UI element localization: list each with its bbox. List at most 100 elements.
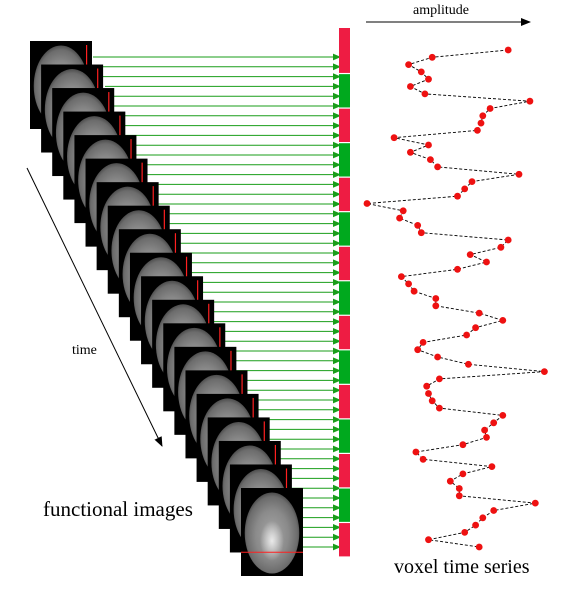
time-point	[410, 287, 418, 295]
voxel-marker	[174, 233, 177, 268]
time-point	[472, 521, 479, 529]
time-point	[475, 543, 483, 551]
time-point	[454, 265, 461, 273]
voxel-marker	[185, 256, 188, 291]
time-point	[405, 280, 412, 288]
stimulus-block-design-bar	[339, 28, 350, 558]
time-point	[472, 324, 479, 332]
time-point	[541, 368, 548, 375]
time-point	[459, 470, 467, 478]
time-point	[396, 214, 403, 222]
time-point	[454, 192, 461, 200]
time-point	[417, 229, 425, 237]
time-point	[515, 170, 523, 178]
time-point	[455, 492, 463, 500]
block-segment	[339, 108, 350, 143]
voxel-time-series-label: voxel time series	[394, 556, 530, 578]
time-point	[428, 53, 436, 61]
time-point	[399, 207, 407, 215]
time-point	[434, 353, 441, 361]
time-point	[434, 163, 441, 171]
voxel-marker	[285, 468, 288, 503]
time-point	[483, 434, 490, 441]
block-segment	[339, 418, 350, 454]
functional-images-label: functional images	[43, 497, 193, 521]
time-point	[466, 251, 474, 258]
block-segment	[339, 315, 350, 350]
voxel-marker	[152, 186, 154, 221]
voxel-marker	[130, 139, 132, 174]
voxel-marker	[97, 68, 99, 103]
brain-ventricle-highlight	[260, 520, 284, 561]
voxel-marker	[108, 92, 110, 127]
time-point	[504, 236, 512, 244]
block-segment	[339, 453, 350, 488]
time-point	[499, 317, 507, 324]
block-segment	[339, 522, 350, 557]
time-point	[446, 477, 454, 485]
time-point	[398, 273, 405, 280]
time-point	[405, 61, 412, 68]
block-segment	[339, 39, 350, 74]
voxel-marker	[86, 45, 88, 79]
time-point	[455, 485, 463, 492]
time-point	[459, 441, 467, 449]
time-point	[483, 258, 490, 266]
time-point	[497, 243, 505, 251]
functional-image	[241, 488, 303, 576]
time-point	[461, 529, 469, 536]
voxel-marker	[208, 303, 210, 338]
time-point	[463, 331, 470, 339]
time-point	[479, 514, 487, 522]
time-point	[423, 382, 431, 390]
time-point	[436, 404, 443, 412]
axis-arrows	[26, 18, 531, 447]
mapping-arrows	[93, 53, 341, 551]
time-point	[432, 295, 440, 302]
time-point	[486, 105, 494, 112]
voxel-marker	[219, 327, 221, 362]
time-point	[427, 156, 434, 164]
block-segment	[339, 177, 350, 212]
time-point	[531, 499, 539, 507]
time-point	[428, 397, 436, 405]
time-axis-label: time	[72, 343, 97, 358]
time-point	[474, 126, 481, 134]
voxel-time-series-plot	[363, 46, 548, 551]
time-point	[461, 185, 469, 193]
time-point	[425, 141, 432, 149]
time-point	[407, 148, 414, 156]
time-point	[363, 200, 371, 207]
time-point	[412, 448, 420, 456]
block-segment	[339, 142, 350, 178]
block-segment	[339, 246, 350, 281]
voxel-marker	[163, 209, 165, 244]
time-point	[490, 507, 498, 514]
voxel-marker	[230, 350, 232, 385]
time-point	[425, 390, 432, 397]
block-segment	[339, 73, 350, 109]
amplitude-axis-label: amplitude	[413, 3, 469, 18]
time-point	[481, 426, 488, 434]
time-point	[390, 134, 398, 142]
time-point	[407, 83, 414, 90]
voxel-marker	[197, 280, 199, 315]
time-point	[477, 119, 485, 127]
time-point	[499, 412, 507, 419]
time-point	[490, 419, 498, 427]
time-point	[526, 97, 534, 105]
time-point	[465, 360, 472, 368]
time-point	[504, 46, 512, 54]
voxel-marker	[274, 444, 276, 479]
block-segment	[339, 211, 350, 247]
block-segment	[339, 349, 350, 385]
time-series-line	[366, 49, 545, 548]
time-point	[488, 463, 496, 470]
time-point	[468, 178, 476, 186]
time-point	[436, 375, 443, 383]
time-point	[421, 90, 429, 98]
time-point	[479, 112, 487, 120]
functional-image-stack	[30, 41, 303, 576]
time-point	[475, 309, 483, 317]
